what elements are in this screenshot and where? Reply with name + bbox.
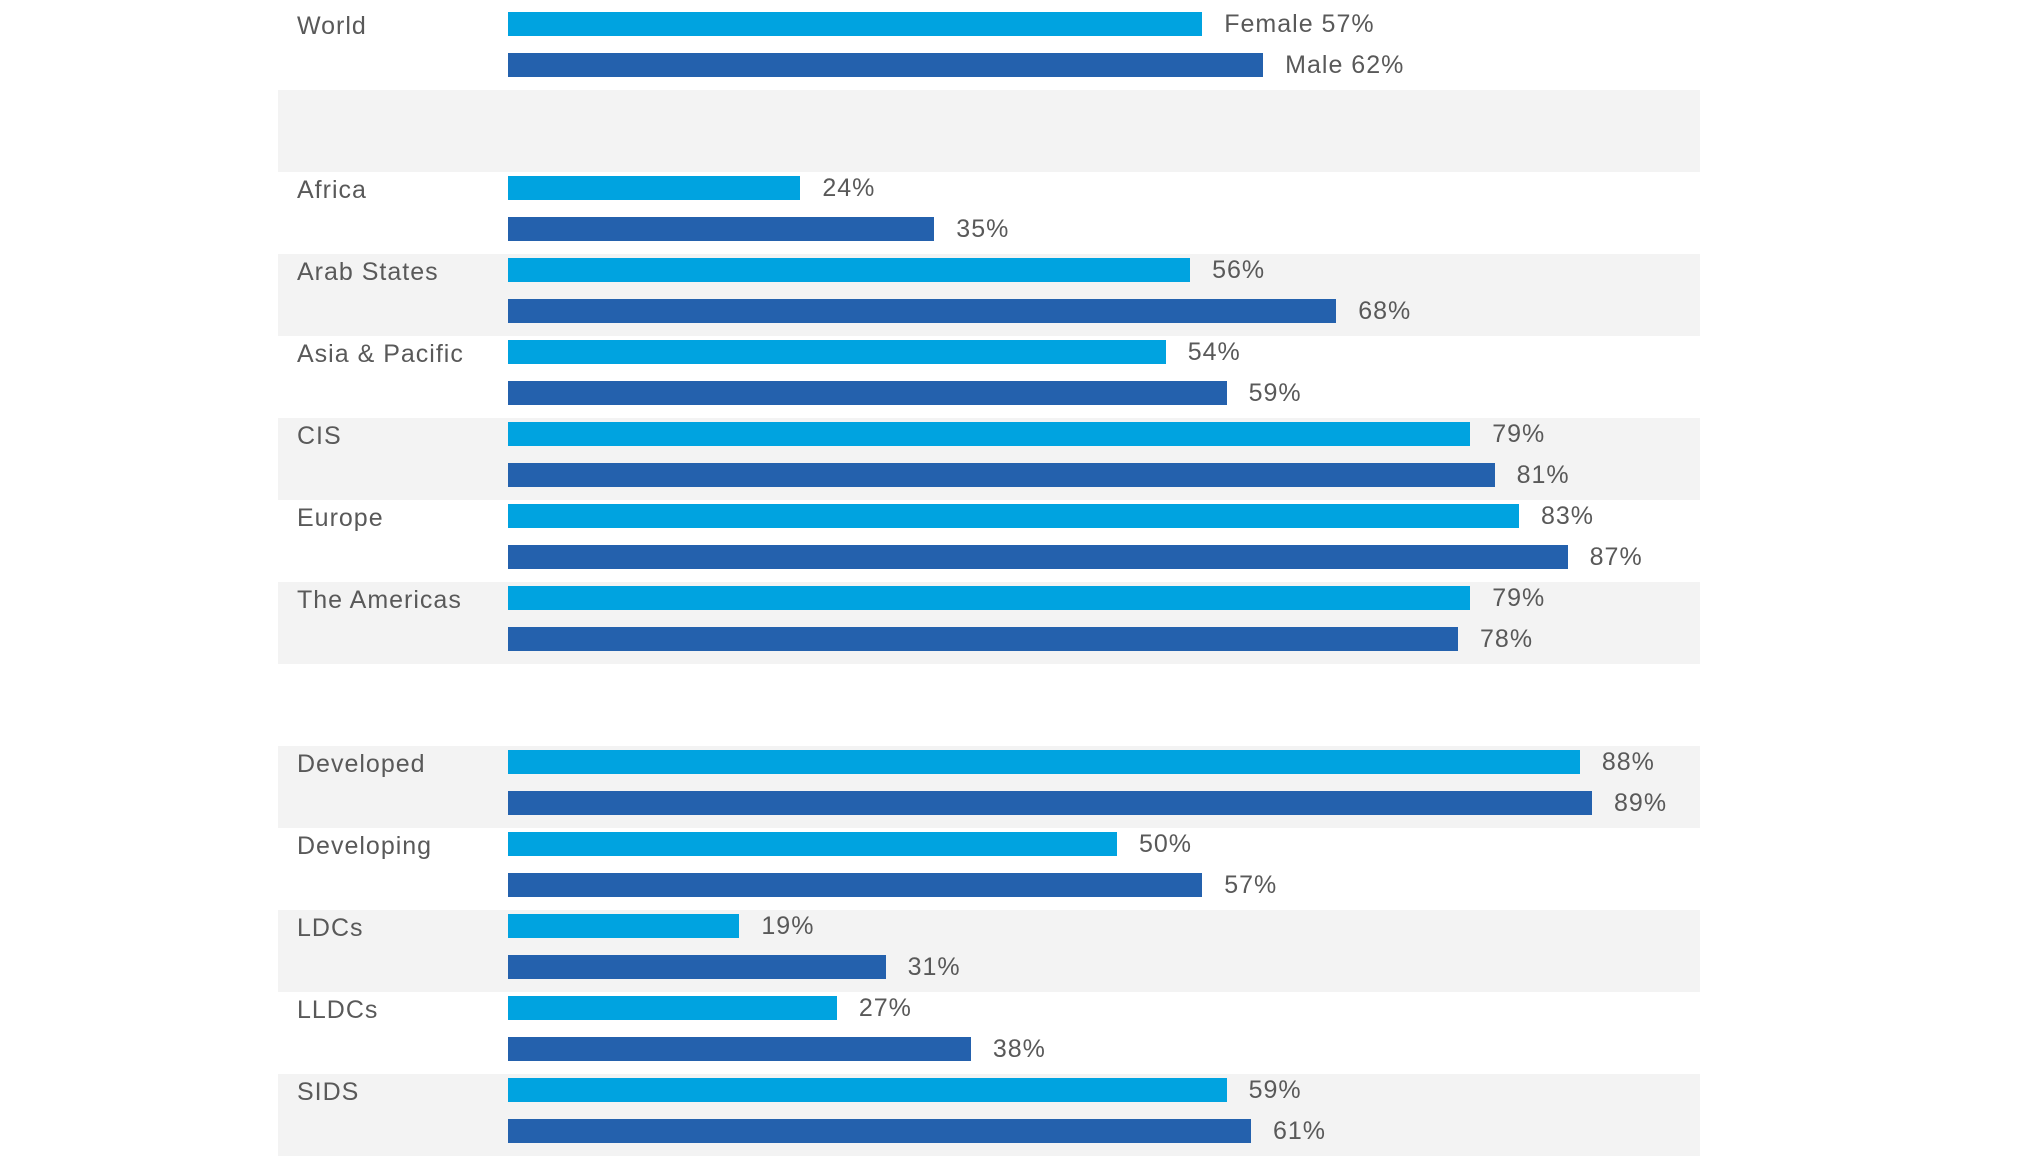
category-band	[278, 90, 1700, 172]
female-value-label: 56%	[1212, 256, 1266, 284]
female-value-label: Female 57%	[1224, 10, 1375, 38]
category-band	[278, 910, 1700, 992]
female-bar	[508, 914, 740, 938]
category-label: Africa	[297, 176, 367, 204]
male-bar	[508, 53, 1264, 77]
female-value-label: 19%	[761, 912, 815, 940]
male-bar	[508, 381, 1227, 405]
male-value-label: 35%	[956, 215, 1010, 243]
female-bar	[508, 586, 1471, 610]
male-value-label: 57%	[1224, 871, 1278, 899]
male-value-label: 38%	[992, 1035, 1046, 1063]
male-value-label: 68%	[1358, 297, 1412, 325]
male-bar	[508, 217, 935, 241]
male-value-label: 61%	[1272, 1117, 1327, 1145]
male-bar	[508, 1037, 971, 1061]
category-label: CIS	[297, 422, 342, 450]
female-bar	[508, 996, 837, 1020]
female-bar	[508, 258, 1191, 282]
category-label: Arab States	[297, 258, 439, 286]
male-value-label: 87%	[1589, 543, 1643, 571]
male-value-label: 81%	[1516, 461, 1570, 489]
female-value-label: 59%	[1248, 1076, 1302, 1104]
female-bar	[508, 1078, 1227, 1102]
male-value-label: 59%	[1248, 379, 1302, 407]
female-value-label: 79%	[1492, 420, 1546, 448]
female-value-label: 24%	[822, 174, 876, 202]
male-bar	[508, 955, 886, 979]
male-value-label: 89%	[1614, 789, 1668, 817]
category-label: SIDS	[297, 1078, 360, 1106]
female-bar	[508, 832, 1117, 856]
female-value-label: 83%	[1540, 502, 1594, 530]
category-label: The Americas	[297, 586, 462, 614]
category-label: Developed	[297, 750, 426, 778]
male-value-label: Male 62%	[1285, 51, 1405, 79]
male-bar	[508, 545, 1568, 569]
female-value-label: 27%	[858, 994, 912, 1022]
female-bar	[508, 422, 1471, 446]
male-bar	[508, 1119, 1251, 1143]
male-value-label: 31%	[907, 953, 961, 981]
female-value-label: 88%	[1601, 748, 1655, 776]
category-label: Asia & Pacific	[297, 340, 464, 368]
male-bar	[508, 463, 1495, 487]
male-value-label: 78%	[1480, 625, 1534, 653]
category-label: World	[297, 12, 367, 40]
female-bar	[508, 340, 1166, 364]
category-label: Developing	[297, 832, 433, 860]
category-label: Europe	[297, 504, 384, 532]
female-bar	[508, 12, 1203, 36]
female-value-label: 54%	[1187, 338, 1241, 366]
male-bar	[508, 627, 1459, 651]
male-bar	[508, 791, 1593, 815]
female-value-label: 79%	[1492, 584, 1546, 612]
male-bar	[508, 299, 1337, 323]
female-bar	[508, 176, 801, 200]
female-bar	[508, 750, 1580, 774]
category-label: LLDCs	[297, 996, 379, 1024]
male-bar	[508, 873, 1203, 897]
female-bar	[508, 504, 1519, 528]
category-label: LDCs	[297, 914, 364, 942]
female-value-label: 50%	[1139, 830, 1193, 858]
